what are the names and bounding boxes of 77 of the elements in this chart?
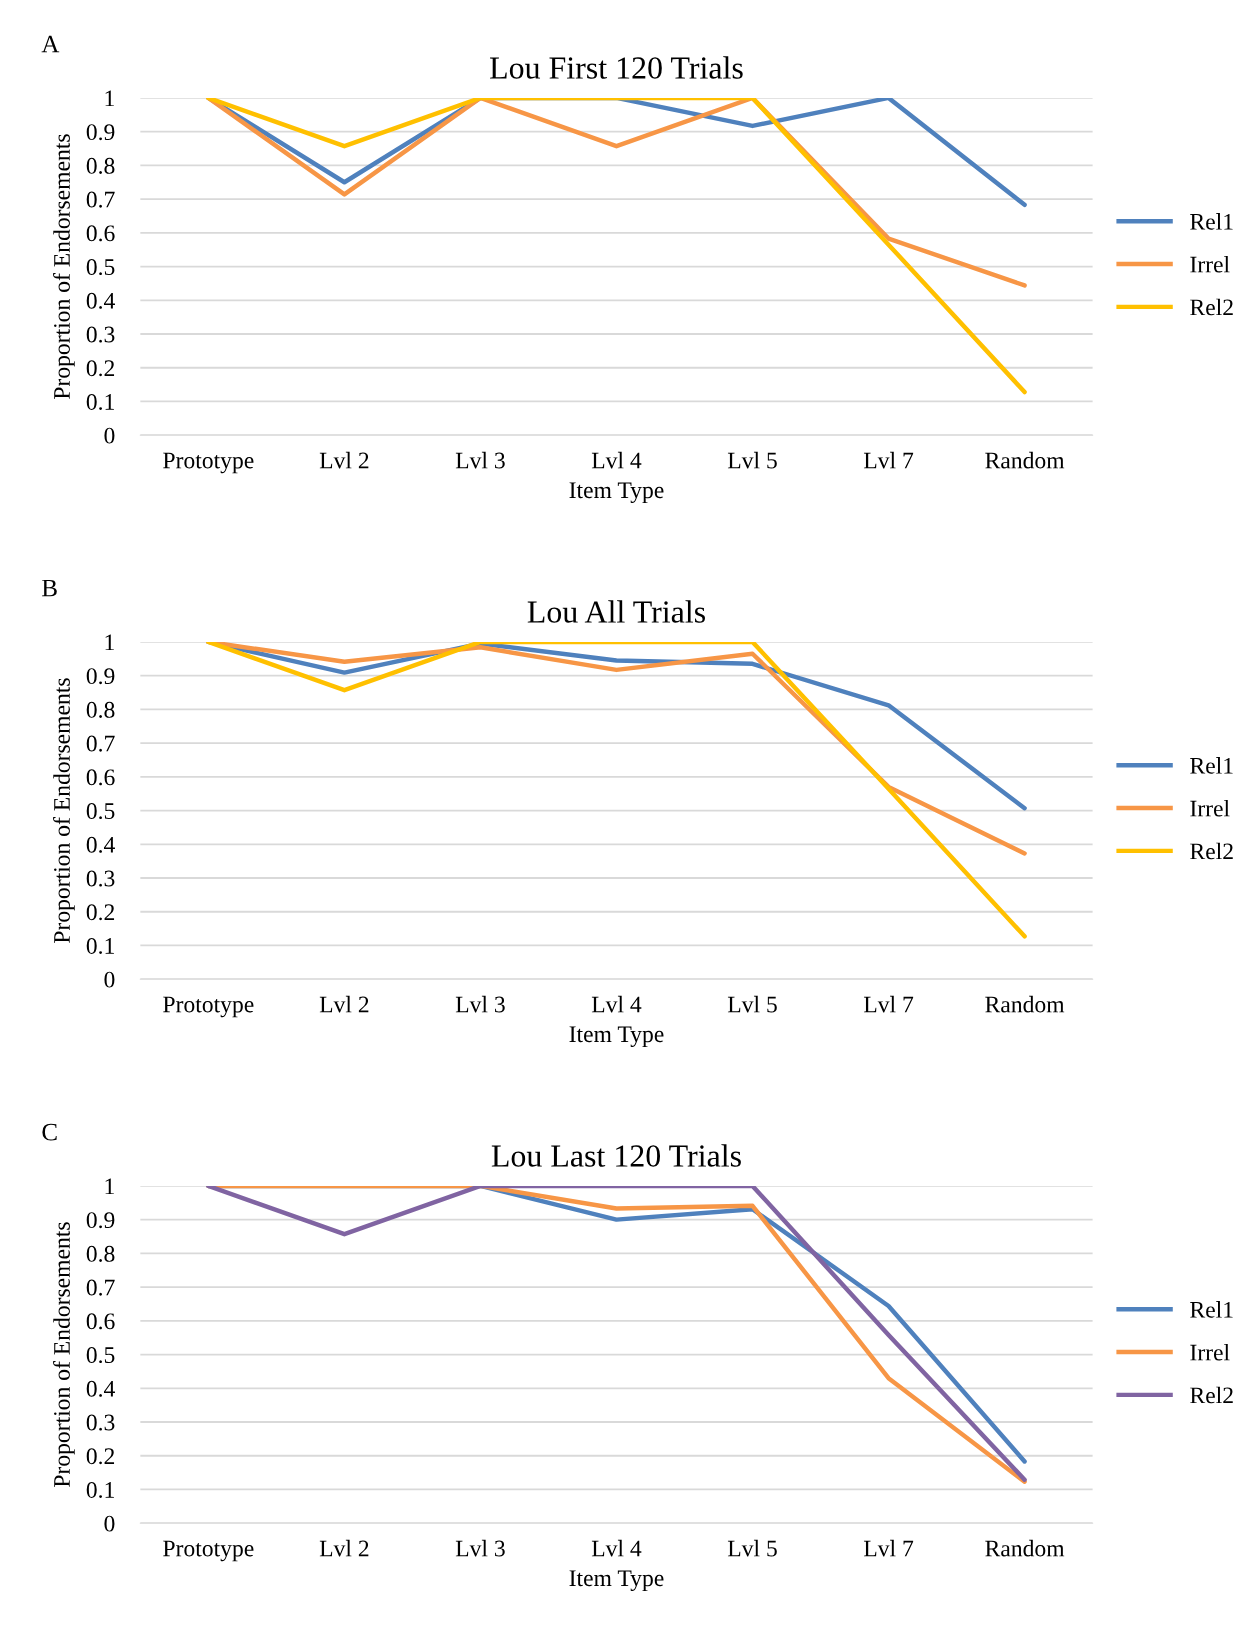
text: C (42, 1123, 57, 1141)
y-tick-label: 1 (105, 634, 114, 651)
y-tick-label: 1 (105, 90, 114, 107)
y-tick-label: 0.1 (86, 1481, 114, 1498)
y-tick-label: 0.6 (86, 225, 115, 242)
legend-label: Rel1 (1190, 757, 1233, 774)
x-tick-label: Random (985, 1539, 1065, 1557)
chart-title: Lou Last 120 Trials (491, 1144, 741, 1167)
y-tick-label: 0.7 (86, 191, 115, 208)
y-tick-label: 0.8 (86, 1245, 115, 1262)
y-tick-label: 0.5 (86, 1347, 115, 1364)
y-tick-label: 0.9 (86, 1212, 115, 1229)
legend-label: Irrel (1190, 799, 1230, 817)
x-tick-label: Random (985, 995, 1065, 1013)
y-tick-label: 0.4 (86, 836, 115, 853)
line-series (206, 641, 1027, 939)
x-axis-title: Item Type (569, 1570, 664, 1592)
y-tick-label: 0.8 (86, 157, 115, 174)
chart-title: Lou First 120 Trials (490, 56, 743, 79)
y-tick-label: 0.5 (86, 259, 115, 276)
y-axis-title: Proportion of Endorsements (53, 134, 75, 399)
x-tick-label: Prototype (163, 1540, 254, 1562)
y-tick-label: 0.3 (86, 870, 115, 887)
legend-label: Rel1 (1190, 1301, 1233, 1318)
text: B (42, 579, 57, 597)
x-tick-label: Random (985, 451, 1065, 469)
x-tick-label: Lvl 2 (319, 995, 369, 1013)
y-tick-label: 0.1 (86, 393, 114, 410)
x-tick-label: Lvl 4 (591, 451, 642, 469)
y-tick-label: 0 (104, 427, 115, 444)
x-tick-label: Lvl 5 (727, 1539, 777, 1557)
x-tick-label: Lvl 7 (863, 995, 914, 1013)
y-tick-label: 0.5 (86, 803, 115, 820)
y-tick-label: 0.7 (86, 1279, 115, 1296)
y-tick-label: 1 (105, 1178, 114, 1195)
y-tick-label: 0.4 (86, 1380, 115, 1397)
legend-label: Irrel (1190, 1343, 1230, 1361)
x-axis-title: Item Type (569, 482, 664, 504)
chart-title: Lou All Trials (527, 600, 705, 623)
y-tick-label: 0.2 (86, 1448, 115, 1465)
x-tick-label: Lvl 2 (319, 1539, 369, 1557)
y-tick-label: 0.9 (86, 668, 115, 685)
x-tick-label: Lvl 4 (591, 1539, 642, 1557)
legend-label: Rel2 (1190, 298, 1233, 316)
x-tick-label: Prototype (163, 452, 254, 474)
legend-label: Rel1 (1190, 213, 1233, 230)
x-tick-label: Lvl 3 (455, 1539, 505, 1557)
x-tick-label: Lvl 5 (727, 451, 777, 469)
text: A (41, 35, 60, 53)
y-tick-label: 0.7 (86, 735, 115, 752)
y-tick-label: 0.2 (86, 904, 115, 921)
x-tick-label: Lvl 7 (863, 451, 914, 469)
y-tick-label: 0.4 (86, 292, 115, 309)
x-tick-label: Lvl 7 (863, 1539, 914, 1557)
y-tick-label: 0.6 (86, 769, 115, 786)
y-axis-title: Proportion of Endorsements (53, 678, 75, 943)
y-tick-label: 0.8 (86, 701, 115, 718)
legend-label: Rel2 (1190, 1386, 1233, 1404)
legend-label: Irrel (1190, 255, 1230, 273)
y-tick-label: 0.3 (86, 1414, 115, 1431)
y-tick-label: 0.3 (86, 326, 115, 343)
x-tick-label: Lvl 2 (319, 451, 369, 469)
x-tick-label: Lvl 5 (727, 995, 777, 1013)
y-tick-label: 0 (104, 971, 115, 988)
y-tick-label: 0.6 (86, 1313, 115, 1330)
x-axis-title: Item Type (569, 1026, 664, 1048)
y-axis-title: Proportion of Endorsements (53, 1222, 75, 1487)
x-tick-label: Lvl 3 (455, 451, 505, 469)
legend-label: Rel2 (1190, 842, 1233, 860)
x-tick-label: Lvl 3 (455, 995, 505, 1013)
x-tick-label: Prototype (163, 996, 254, 1018)
y-tick-label: 0 (104, 1515, 115, 1532)
x-tick-label: Lvl 4 (591, 995, 642, 1013)
y-tick-label: 0.1 (86, 937, 114, 954)
line-series (206, 97, 1027, 395)
y-tick-label: 0.2 (86, 360, 115, 377)
y-tick-label: 0.9 (86, 124, 115, 141)
